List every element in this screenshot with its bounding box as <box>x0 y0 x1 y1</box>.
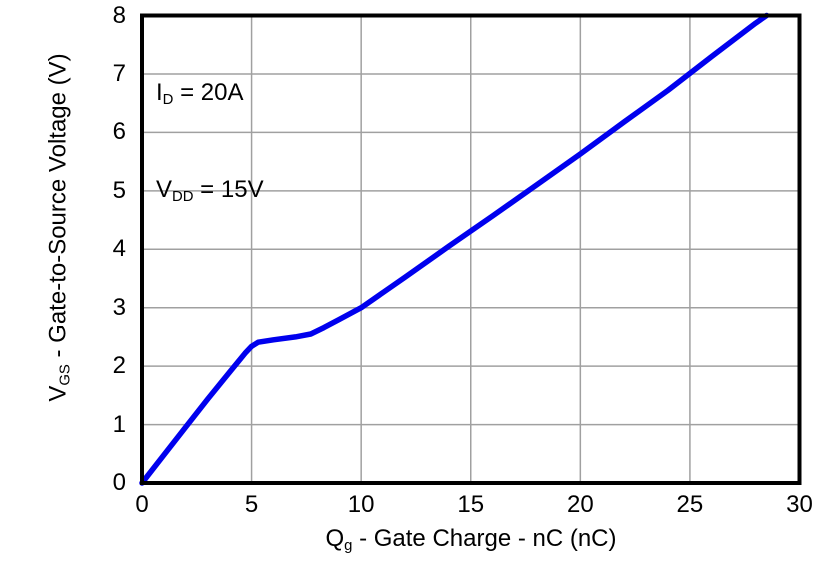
y-tick-label: 5 <box>112 176 126 204</box>
annotation-supply-voltage: VDD = 15V <box>156 176 264 206</box>
y-tick-label: 6 <box>112 118 126 146</box>
x-tick-label: 25 <box>676 491 704 518</box>
annotation-drain-current: ID = 20A <box>156 79 244 109</box>
x-axis-title: Qg - Gate Charge - nC (nC) <box>325 525 617 555</box>
y-tick-label: 2 <box>112 352 126 380</box>
x-tick-label: 0 <box>135 491 149 518</box>
annotation-block: ID = 20A VDD = 15V <box>156 18 264 272</box>
y-tick-label: 3 <box>112 293 126 321</box>
x-tick-label: 10 <box>347 491 375 518</box>
x-tick-label: 5 <box>244 491 259 518</box>
y-tick-label: 4 <box>112 235 126 263</box>
x-tick-label: 30 <box>786 491 813 518</box>
y-tick-label: 0 <box>112 469 126 496</box>
y-tick-label: 8 <box>112 1 126 29</box>
y-tick-label: 7 <box>112 59 126 87</box>
gate-charge-curve <box>139 12 770 486</box>
x-tick-label: 20 <box>566 491 594 518</box>
y-tick-label: 1 <box>112 410 126 438</box>
plot-border <box>140 13 802 485</box>
x-tick-label: 15 <box>457 491 485 518</box>
